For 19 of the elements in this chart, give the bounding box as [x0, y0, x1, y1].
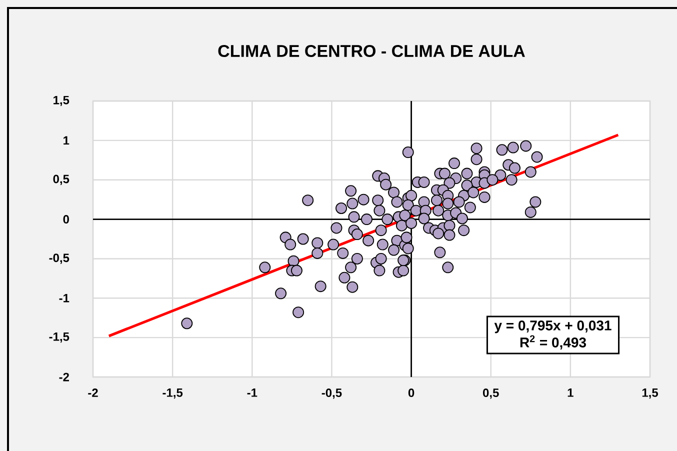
y-tick-label: -1	[59, 294, 70, 302]
y-tick-label: 0	[63, 215, 69, 224]
y-tick-label: 0,5	[53, 174, 70, 185]
x-tick-label: 1	[568, 388, 574, 397]
x-tick-label: 1,5	[642, 388, 658, 399]
x-tick-label: 0	[408, 388, 414, 398]
x-tick-label: -2	[88, 388, 98, 397]
y-tick-label: -0,5	[49, 254, 70, 264]
chart-title: CLIMA DE CENTRO - CLIMA DE AULA	[218, 44, 525, 58]
x-tick-label: -1	[247, 388, 258, 397]
y-tick-label: -1,5	[49, 332, 70, 343]
x-tick-label: 0,5	[482, 388, 499, 399]
x-tick-label: -1,5	[162, 388, 183, 399]
y-tick-label: -2	[59, 372, 69, 382]
x-tick-label: -0,5	[322, 388, 342, 399]
y-tick-label: 1	[64, 136, 70, 145]
y-tick-label: 1,5	[54, 96, 70, 106]
annotation: y = 0,795x + 0,031	[494, 320, 612, 334]
annotation: R$^{2}$ = 0,493	[520, 335, 586, 350]
